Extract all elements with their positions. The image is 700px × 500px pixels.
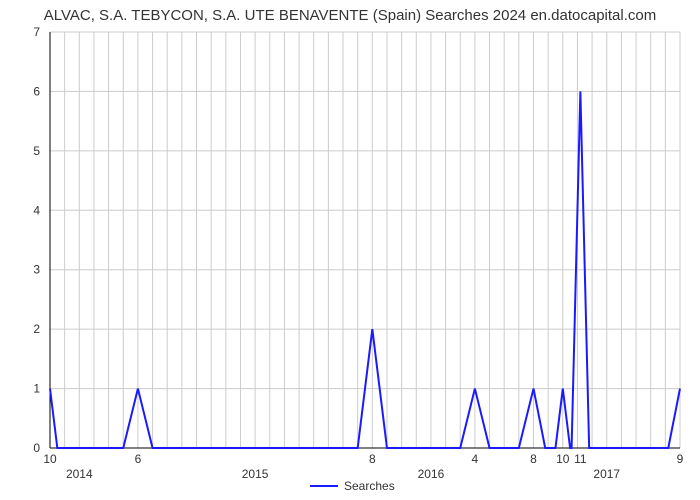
x-minor-label: 8 xyxy=(530,452,537,466)
x-minor-label: 9 xyxy=(677,452,684,466)
y-tick-label: 4 xyxy=(33,203,40,217)
y-tick-label: 6 xyxy=(33,84,40,98)
x-minor-label: 11 xyxy=(574,452,587,466)
searches-line-chart: 0 1 2 3 4 5 6 7 10 6 8 4 8 10 11 9 2014 2015 2016 2017 ALVAC… xyxy=(0,0,700,500)
y-tick-label: 0 xyxy=(33,441,40,455)
y-tick-label: 7 xyxy=(33,25,40,39)
chart-background xyxy=(0,0,700,500)
x-minor-label: 4 xyxy=(472,452,479,466)
chart-svg: 0 1 2 3 4 5 6 7 10 6 8 4 8 10 11 9 2014 2015 2016 2017 ALVAC… xyxy=(0,0,700,500)
y-tick-label: 3 xyxy=(33,263,40,277)
legend-label: Searches xyxy=(344,479,395,493)
y-tick-label: 5 xyxy=(33,144,40,158)
x-major-label: 2015 xyxy=(242,467,269,481)
x-minor-label: 8 xyxy=(369,452,376,466)
x-minor-label: 6 xyxy=(135,452,142,466)
chart-title: ALVAC, S.A. TEBYCON, S.A. UTE BENAVENTE … xyxy=(44,7,656,24)
y-tick-label: 1 xyxy=(33,382,40,396)
x-major-label: 2016 xyxy=(418,467,445,481)
x-major-label: 2017 xyxy=(593,467,620,481)
x-major-label: 2014 xyxy=(66,467,93,481)
y-tick-label: 2 xyxy=(33,322,40,336)
x-minor-label: 10 xyxy=(43,452,57,466)
x-minor-label: 10 xyxy=(556,452,570,466)
